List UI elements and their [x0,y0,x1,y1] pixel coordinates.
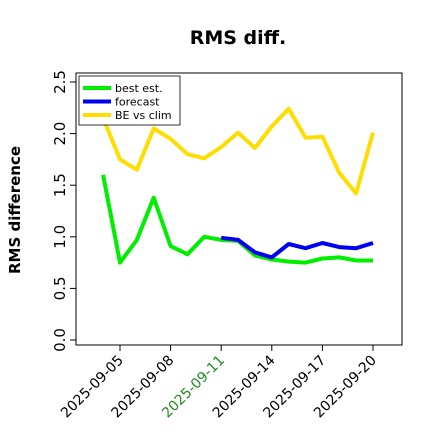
legend-label: best est. [115,82,163,95]
series-lines [101,106,375,265]
x-axis: 2025-09-052025-09-082025-09-112025-09-14… [58,345,380,421]
series-line-best-est- [101,174,373,265]
y-tick-label: 2.5 [51,70,69,94]
y-tick-label: 1.5 [51,173,69,197]
chart-title: RMS diff. [190,27,287,49]
y-tick-label: 1.0 [51,225,69,249]
plot-frame [75,72,403,346]
y-tick-label: 2.0 [51,122,69,146]
series-line-be-vs-clim [101,106,375,196]
y-tick-label: 0.5 [51,276,69,300]
y-axis-label: RMS difference [6,146,24,274]
y-tick-label: 0.0 [51,328,69,352]
y-axis: 0.0 0.5 1.0 1.5 2.0 2.5 [51,70,76,352]
legend-label: forecast [115,96,160,109]
series-line-forecast [220,235,374,260]
legend-label: BE vs clim [115,109,172,122]
